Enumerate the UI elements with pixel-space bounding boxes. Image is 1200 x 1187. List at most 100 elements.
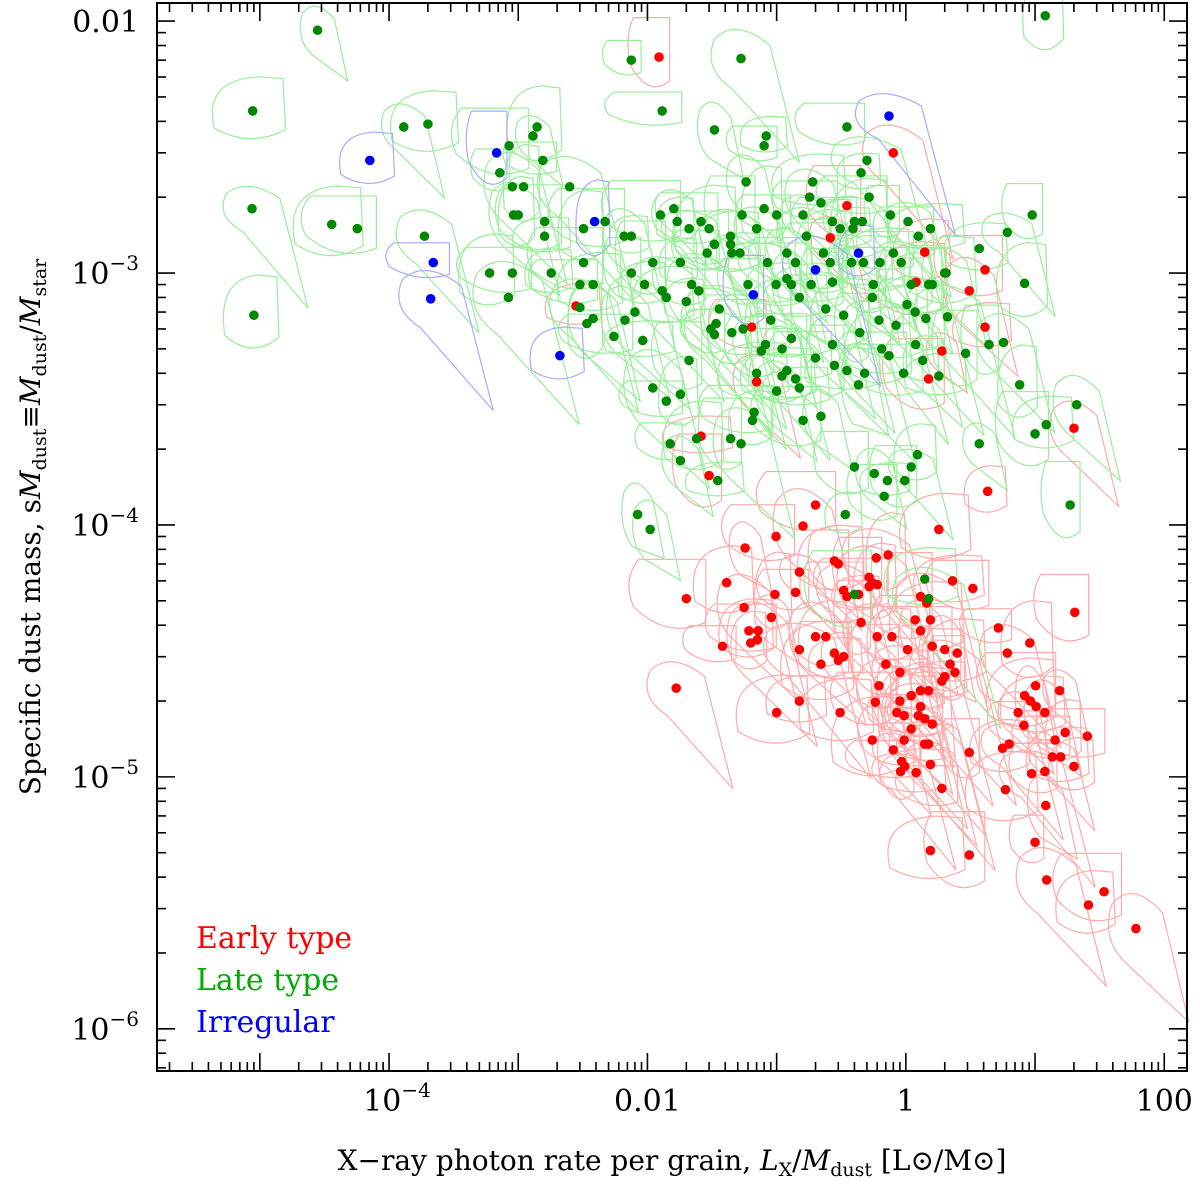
error-halo [768,331,833,379]
point-early-type [871,553,882,563]
point-late-type [858,257,869,268]
point-early-type [1047,752,1058,762]
error-halo [908,639,1018,806]
point-early-type [751,377,762,387]
point-early-type [1054,685,1065,696]
point-late-type [925,223,936,234]
error-halo [609,214,650,254]
point-late-type [249,310,259,321]
error-halo [846,463,898,521]
error-halo [771,153,847,206]
point-early-type [810,500,821,510]
error-halo [718,597,775,658]
y-axis-label-var2: M [14,375,47,406]
error-halo [502,143,541,222]
point-late-type [1014,380,1025,390]
point-late-type [684,223,694,234]
point-late-type [669,203,679,214]
point-late-type [686,279,697,290]
point-late-type [869,468,880,479]
point-early-type [1031,701,1041,712]
point-late-type [1019,278,1030,289]
point-late-type [762,257,773,268]
error-halo [931,309,978,387]
point-late-type [829,360,840,371]
point-early-type [820,631,831,642]
point-early-type [1019,690,1030,701]
point-early-type [925,845,936,856]
error-halos [211,0,1190,1024]
error-halo [575,179,611,257]
point-early-type [895,696,905,706]
point-irregular [491,148,502,158]
point-late-type [747,415,758,426]
point-early-type [1060,727,1070,738]
point-late-type [626,55,637,65]
point-late-type [790,374,801,384]
error-halo [494,184,562,251]
error-halo [488,181,561,298]
x-tick-label: 0.01 [614,1084,681,1119]
error-halo [776,207,865,340]
point-early-type [1083,900,1094,910]
point-early-type [825,232,836,243]
error-halo [699,294,759,356]
point-early-type [895,667,905,678]
point-late-type [518,181,529,192]
point-late-type [749,407,759,418]
error-halo [385,242,451,279]
point-late-type [751,223,762,234]
point-early-type [968,583,978,594]
error-halo [469,148,511,192]
point-late-type [859,368,870,379]
point-early-type [1030,837,1040,848]
error-halo [1055,869,1116,934]
point-late-type [806,279,816,290]
point-late-type [661,292,672,303]
point-late-type [857,216,868,227]
error-halo [943,221,1009,271]
point-late-type [807,177,818,187]
point-late-type [818,248,829,258]
error-halo [739,115,789,153]
data-points [247,10,1141,934]
point-early-type [888,148,899,158]
error-halo [772,488,863,632]
point-late-type [874,315,884,325]
error-halo [840,346,890,437]
point-early-type [910,615,920,625]
point-early-type [872,579,882,590]
point-late-type [709,239,720,250]
error-halo [621,482,666,560]
error-halo [747,236,813,283]
point-late-type [743,279,753,290]
error-halo [830,695,907,777]
point-late-type [1027,210,1037,220]
error-halo [923,811,986,889]
point-irregular [555,350,565,361]
point-early-type [1069,607,1080,618]
point-late-type [741,177,751,187]
point-late-type [706,324,716,334]
point-early-type [906,690,916,701]
error-halo [455,246,532,294]
error-halo [902,279,946,351]
point-late-type [504,140,514,151]
point-early-type [913,710,924,721]
error-halo [497,175,536,247]
point-early-type [874,680,884,691]
point-irregular [810,264,821,275]
error-halo [1107,893,1190,1024]
point-late-type [538,155,548,166]
point-late-type [906,462,916,472]
point-early-type [1099,886,1109,897]
y-axis-label-prefix: Specific dust mass, s [14,499,47,795]
error-halo [684,285,788,431]
error-halo [222,274,280,349]
point-late-type [827,216,838,227]
error-halo [765,674,828,723]
point-early-type [766,612,777,623]
error-halo [600,285,671,400]
point-late-type [672,216,683,227]
legend-irregular: Irregular [196,1005,335,1040]
